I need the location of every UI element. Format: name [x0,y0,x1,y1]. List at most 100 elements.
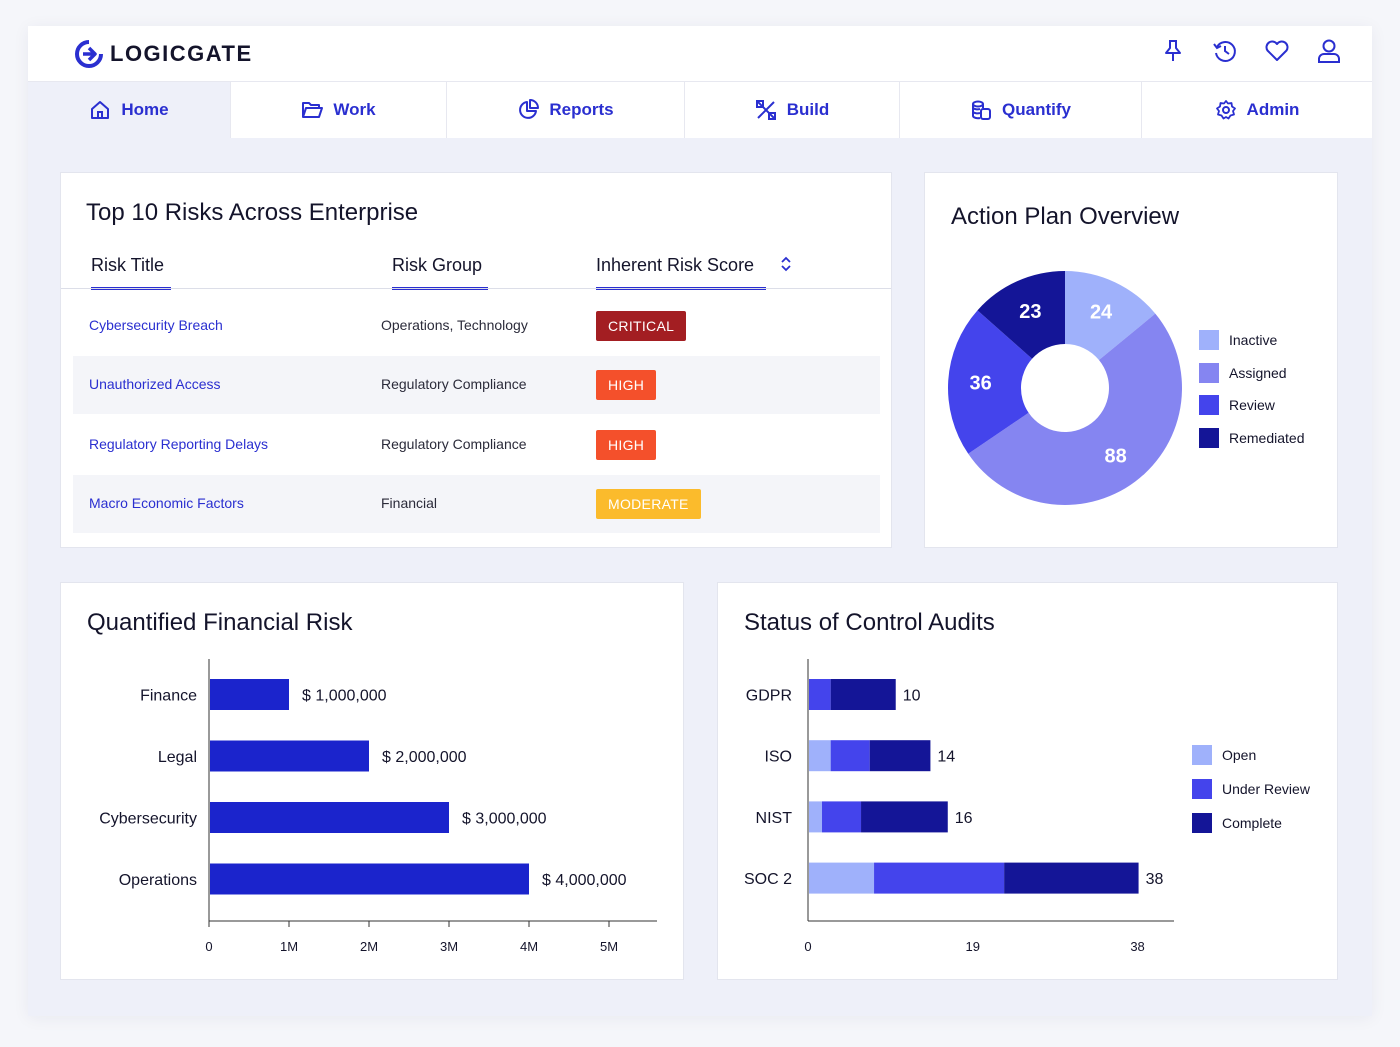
bar-total-label: 10 [903,688,921,705]
table-row: Cybersecurity Breach Operations, Technol… [73,297,880,355]
legend-swatch-remediated [1199,428,1219,448]
legend-label-open: Open [1222,747,1257,763]
reports-icon [519,99,540,119]
column-risk-group[interactable]: Risk Group [392,255,483,275]
legend-swatch-assigned [1199,363,1219,383]
control-audits-card: Status of Control Audits 0 19 38 GDPR 10 ISO 1… [717,582,1338,980]
bar-soc-2-complete[interactable] [1004,862,1139,894]
legend-remediated: Remediated [1199,428,1305,448]
top-risks-card: Top 10 Risks Across Enterprise Risk Titl… [60,172,892,548]
legend-label-inactive: Inactive [1229,332,1278,348]
financial-risk-card: Quantified Financial Risk 0 1M 2M 3M 4M 5M Fin… [60,582,684,980]
donut-label-inactive: 24 [1090,302,1113,324]
donut-slice-review[interactable] [948,310,1033,454]
nav-reports-label: Reports [549,100,614,119]
history-icon[interactable] [1212,38,1238,64]
legend-open: Open [1192,745,1256,765]
nav-quantify-label: Quantify [1002,100,1071,119]
logo[interactable]: LOGICGATE [74,38,253,70]
bar-iso-complete[interactable] [869,740,931,772]
bar-soc-2-under-review[interactable] [874,862,1005,894]
top-bar: LOGICGATE [28,26,1372,82]
donut-slice-assigned[interactable] [968,313,1182,505]
bar-iso-open[interactable] [809,740,831,772]
bar-value-label: $ 1,000,000 [302,688,387,705]
nav-build[interactable]: Build [684,82,899,138]
nav-build-label: Build [786,100,830,119]
x-tick-label: 0 [804,939,811,954]
column-risk-title[interactable]: Risk Title [91,255,165,275]
nav-quantify[interactable]: Quantify [899,82,1141,138]
home-icon [91,101,110,119]
gear-icon [1215,100,1236,120]
category-label: Finance [140,688,197,705]
heart-icon[interactable] [1264,38,1290,64]
financial-risk-title: Quantified Financial Risk [87,609,353,636]
risk-score-badge: HIGH [596,370,657,400]
bar-gdpr-under-review[interactable] [809,679,831,710]
nav-work[interactable]: Work [230,82,446,138]
control-audits-title: Status of Control Audits [744,609,995,636]
bar-total-label: 14 [937,749,955,766]
legend-swatch-open [1192,745,1212,765]
legend-inactive: Inactive [1199,330,1277,350]
table-row: Macro Economic Factors Financial MODERAT… [73,475,880,533]
legend-assigned: Assigned [1199,363,1287,383]
category-label: Legal [158,749,197,766]
user-icon[interactable] [1316,38,1342,64]
table-row: Regulatory Reporting Delays Regulatory C… [73,416,880,474]
coins-icon [972,100,992,120]
risk-score-badge: HIGH [596,430,657,460]
folder-icon [302,102,324,118]
bar-iso-under-review[interactable] [830,740,870,772]
bar-nist-under-review[interactable] [822,801,862,833]
top-risks-title: Top 10 Risks Across Enterprise [86,199,419,226]
pin-icon[interactable] [1160,38,1186,64]
nav-home-label: Home [121,100,169,119]
risk-group: Regulatory Compliance [381,376,527,392]
bar-soc-2-open[interactable] [809,862,875,894]
app-name: LOGICGATE [110,41,253,66]
donut-slice-inactive[interactable] [1065,271,1156,361]
legend-label-complete: Complete [1222,815,1282,831]
bar-gdpr-complete[interactable] [830,679,896,710]
donut-slice-remediated[interactable] [977,271,1065,359]
category-label: GDPR [746,688,792,705]
donut-label-assigned: 88 [1105,446,1127,468]
sort-icon[interactable] [779,255,793,273]
risk-score-badge: CRITICAL [596,311,687,341]
category-label: NIST [756,810,793,827]
risk-title-link[interactable]: Unauthorized Access [89,376,221,392]
bar-cybersecurity[interactable] [210,802,449,833]
bar-nist-complete[interactable] [861,801,948,833]
legend-swatch-review [1199,395,1219,415]
bar-nist-open[interactable] [809,801,823,833]
bar-operations[interactable] [210,863,529,895]
bar-value-label: $ 2,000,000 [382,749,467,766]
x-tick-label: 5M [600,939,618,954]
legend-swatch-under-review [1192,779,1212,799]
bar-legal[interactable] [210,740,369,772]
financial-risk-bar-chart: 0 1M 2M 3M 4M 5M Finance $ 1,000,000 Legal $ 2,00… [99,659,657,954]
risk-title-link[interactable]: Macro Economic Factors [89,495,244,511]
category-label: SOC 2 [744,871,792,888]
legend-review: Review [1199,395,1275,415]
risk-title-link[interactable]: Regulatory Reporting Delays [89,436,268,452]
nav-home[interactable]: Home [28,82,230,138]
nav-reports[interactable]: Reports [446,82,684,138]
nav-admin[interactable]: Admin [1141,82,1372,138]
x-tick-label: 3M [440,939,458,954]
risk-title-link[interactable]: Cybersecurity Breach [89,317,223,333]
x-tick-label: 4M [520,939,538,954]
category-label: Cybersecurity [99,811,197,828]
table-row: Unauthorized Access Regulatory Complianc… [73,356,880,414]
table-header-divider [61,288,891,289]
x-tick-label: 19 [966,939,980,954]
bar-finance[interactable] [210,679,289,710]
column-risk-score[interactable]: Inherent Risk Score [596,255,755,275]
legend-swatch-inactive [1199,330,1219,350]
donut-label-remediated: 23 [1019,301,1041,323]
x-tick-label: 2M [360,939,378,954]
legend-swatch-complete [1192,813,1212,833]
category-label: ISO [764,749,792,766]
